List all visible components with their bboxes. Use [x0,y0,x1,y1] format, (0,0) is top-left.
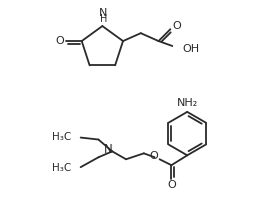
Text: O: O [167,180,176,190]
Text: N: N [99,8,107,18]
Text: OH: OH [182,44,199,54]
Text: H: H [100,14,107,24]
Text: O: O [149,151,158,161]
Text: H₃C: H₃C [52,132,71,141]
Text: H₃C: H₃C [52,163,71,173]
Text: N: N [104,143,113,156]
Text: O: O [172,21,181,31]
Text: NH₂: NH₂ [177,98,198,108]
Text: O: O [56,36,64,46]
